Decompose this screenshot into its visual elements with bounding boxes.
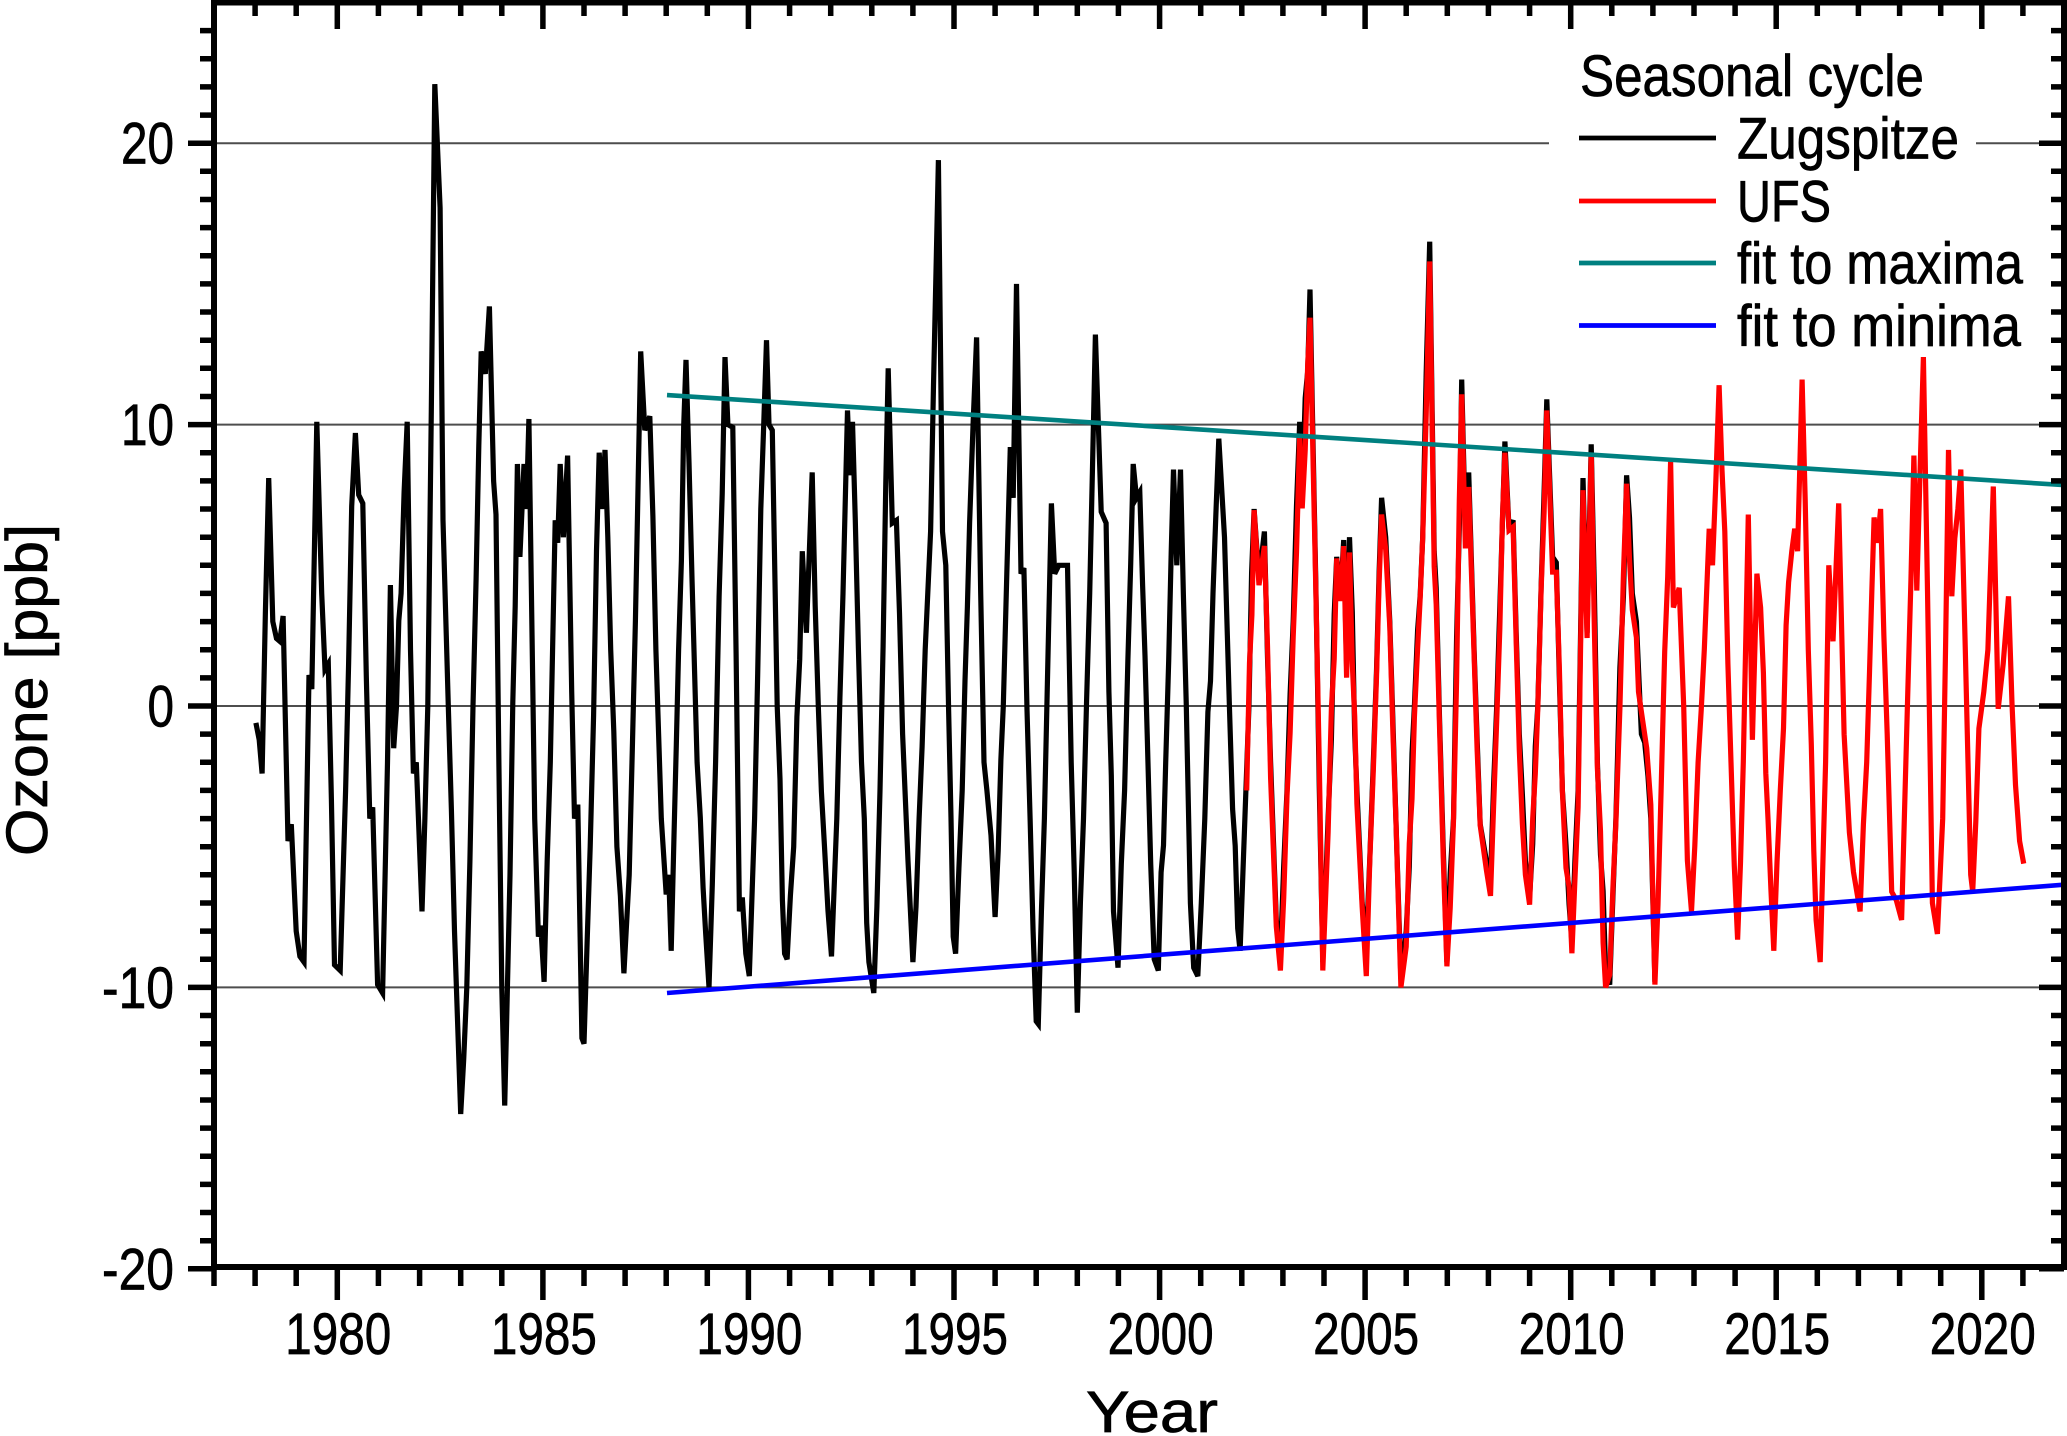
svg-text:-20: -20 — [102, 1237, 174, 1302]
svg-text:1980: 1980 — [285, 1302, 391, 1367]
svg-text:Ozone [ppb]: Ozone [ppb] — [0, 524, 60, 856]
svg-text:Year: Year — [1086, 1380, 1218, 1436]
svg-text:2020: 2020 — [1930, 1302, 2036, 1367]
svg-text:UFS: UFS — [1737, 170, 1831, 235]
svg-text:fit to minima: fit to minima — [1737, 294, 2022, 359]
svg-text:2005: 2005 — [1313, 1302, 1419, 1367]
svg-text:fit to maxima: fit to maxima — [1737, 232, 2024, 297]
svg-text:1990: 1990 — [696, 1302, 802, 1367]
svg-text:2015: 2015 — [1724, 1302, 1830, 1367]
svg-text:2010: 2010 — [1519, 1302, 1625, 1367]
svg-text:2000: 2000 — [1108, 1302, 1214, 1367]
svg-text:Zugspitze: Zugspitze — [1737, 107, 1959, 172]
svg-text:20: 20 — [121, 112, 174, 177]
svg-text:1995: 1995 — [902, 1302, 1008, 1367]
svg-text:10: 10 — [121, 393, 174, 458]
svg-text:1985: 1985 — [491, 1302, 597, 1367]
svg-text:0: 0 — [148, 675, 175, 740]
svg-text:-10: -10 — [102, 956, 174, 1021]
svg-text:Seasonal cycle: Seasonal cycle — [1580, 44, 1924, 109]
